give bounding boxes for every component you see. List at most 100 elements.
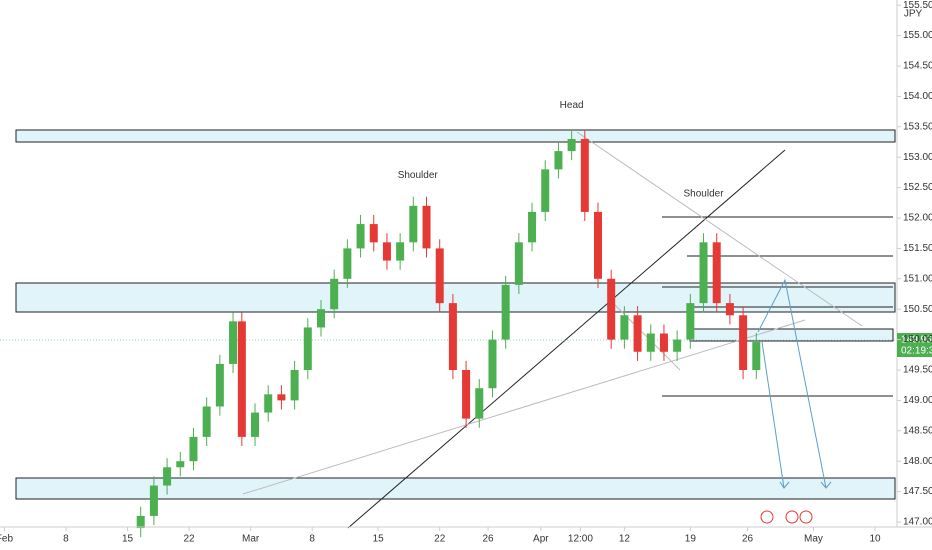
y-tick-label: 155.000 xyxy=(903,30,932,41)
y-tick-label: 148.000 xyxy=(903,456,932,467)
candle-body xyxy=(659,333,668,352)
annotation: Shoulder xyxy=(684,188,725,199)
candle-body xyxy=(251,412,260,437)
x-tick-label: Mar xyxy=(242,534,260,545)
y-tick-label: 151.500 xyxy=(903,243,932,254)
x-tick-label: 12 xyxy=(619,534,631,545)
candle-body xyxy=(594,211,602,279)
candle-body xyxy=(712,242,721,304)
y-tick-label: 148.500 xyxy=(903,425,932,436)
candle-body xyxy=(752,342,761,370)
y-tick-label: 150.500 xyxy=(903,304,932,315)
y-tick-label: 152.500 xyxy=(903,182,932,193)
x-tick-label: 8 xyxy=(63,534,69,545)
drawings xyxy=(0,129,897,529)
y-tick-label: 153.000 xyxy=(903,152,932,163)
candle-body xyxy=(330,278,339,310)
x-tick-label: 22 xyxy=(434,534,446,545)
currency: JPY xyxy=(904,9,923,20)
icon xyxy=(760,510,774,524)
x-tick-label: 26 xyxy=(483,534,495,545)
support-zone xyxy=(689,328,894,342)
candle-body xyxy=(215,363,224,407)
candle-body xyxy=(462,370,471,419)
trend-line xyxy=(576,131,863,327)
projection-arrow xyxy=(757,278,827,489)
last-price: 149.966 xyxy=(901,335,932,346)
candle-body xyxy=(202,406,211,437)
x-tick-label: May xyxy=(804,534,823,545)
candle-body xyxy=(343,248,352,279)
candle-body xyxy=(277,394,286,401)
arrow-head xyxy=(779,481,790,489)
candle-body xyxy=(237,321,246,437)
candle-body xyxy=(316,309,325,328)
candle-body xyxy=(699,242,708,304)
candle-body xyxy=(488,339,497,389)
candle-body xyxy=(528,211,537,243)
candle-body xyxy=(514,242,523,285)
candle-body xyxy=(633,315,642,352)
chart-icons xyxy=(760,510,813,524)
y-tick-label: 151.000 xyxy=(903,273,932,284)
candle-body xyxy=(422,205,431,249)
annotation: Shoulder xyxy=(398,170,439,181)
candle-body xyxy=(229,321,238,364)
candle-body xyxy=(136,515,145,529)
x-tick-label: 22 xyxy=(184,534,196,545)
annotation: Head xyxy=(560,100,584,111)
candle-body xyxy=(356,224,365,249)
candle-body xyxy=(448,303,457,370)
candle-body xyxy=(303,327,312,370)
y-tick-label: 150.000 xyxy=(903,334,932,345)
candle-body xyxy=(409,205,418,243)
candle-body xyxy=(739,315,748,370)
x-tick-label: Feb xyxy=(0,534,13,545)
y-tick-label: 153.500 xyxy=(903,121,932,132)
x-tick-label: 12:00 xyxy=(568,534,593,545)
trend-line xyxy=(347,149,786,529)
x-tick-label: 19 xyxy=(685,534,697,545)
x-tick-label: 10 xyxy=(869,534,881,545)
candle-body xyxy=(607,278,616,340)
y-tick-label: 155.500 xyxy=(903,0,932,11)
icon xyxy=(785,510,799,524)
x-tick-label: 15 xyxy=(122,534,134,545)
support-zone xyxy=(15,477,896,500)
candle-body xyxy=(541,169,550,212)
y-tick-label: 154.500 xyxy=(903,61,932,72)
candle-body xyxy=(149,485,158,516)
trend-line xyxy=(607,297,681,371)
resistance-zone xyxy=(15,129,896,143)
candle-body xyxy=(163,467,172,486)
icon xyxy=(799,510,813,524)
candle-body xyxy=(554,151,563,170)
y-tick-label: 149.000 xyxy=(903,395,932,406)
y-tick-label: 154.000 xyxy=(903,91,932,102)
candle-body xyxy=(567,138,576,152)
candle-body xyxy=(290,370,299,401)
countdown: 02:19:34 xyxy=(901,346,932,357)
x-tick-label: Apr xyxy=(533,534,549,545)
candle-body xyxy=(501,284,510,340)
arrow-head xyxy=(820,481,832,489)
candle-body xyxy=(382,242,391,261)
candle-body xyxy=(620,315,629,340)
y-tick-label: 152.000 xyxy=(903,213,932,224)
candle-body xyxy=(396,242,405,261)
candle-body xyxy=(686,303,695,340)
candle-body xyxy=(725,303,734,316)
candle-body xyxy=(673,339,682,352)
candle-body xyxy=(189,436,198,462)
candle-body xyxy=(580,138,589,212)
y-tick-label: 147.000 xyxy=(903,517,932,528)
candles xyxy=(136,129,761,538)
candle-body xyxy=(264,394,273,413)
neckline xyxy=(242,319,806,495)
x-tick-label: 8 xyxy=(309,534,315,545)
y-tick-label: 149.500 xyxy=(903,365,932,376)
x-tick-label: 15 xyxy=(373,534,385,545)
x-tick-label: 26 xyxy=(742,534,754,545)
candle-body xyxy=(435,248,444,304)
